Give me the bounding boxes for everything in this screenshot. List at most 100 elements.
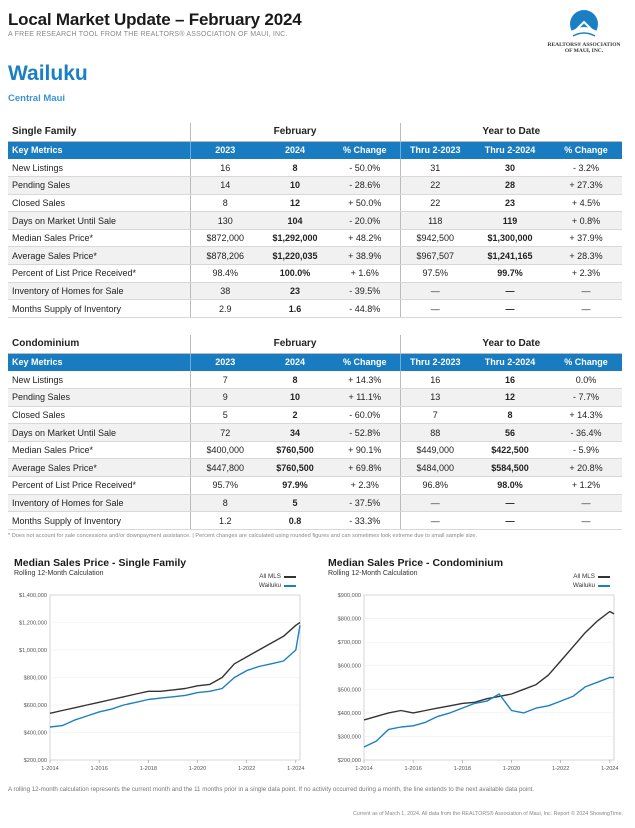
y-tick-label: $800,000 xyxy=(24,676,47,682)
chart-title: Median Sales Price - Condominium xyxy=(328,557,504,569)
metric-label: Closed Sales xyxy=(8,406,190,425)
table-cell: $967,507 xyxy=(399,246,470,266)
table-row: Percent of List Price Received* 98.4% 100.… xyxy=(8,264,622,283)
metric-label: Pending Sales xyxy=(8,388,190,407)
table-cell: 8 xyxy=(189,194,260,213)
column-header: % Change xyxy=(330,353,400,371)
x-tick-label: 1-2022 xyxy=(552,766,569,772)
table-row: Median Sales Price* $400,000 $760,500 + 90.… xyxy=(8,441,622,460)
table-cell: - 3.2% xyxy=(550,159,622,178)
y-tick-label: $200,000 xyxy=(338,758,361,764)
table-cell: — xyxy=(399,494,470,513)
table-cell: 98.0% xyxy=(470,476,550,495)
table-cell: + 48.2% xyxy=(330,229,400,248)
chart-subtitle: Rolling 12-Month Calculation xyxy=(14,570,104,577)
table-cell: $449,000 xyxy=(399,441,470,460)
column-header: Thru 2-2024 xyxy=(470,141,550,159)
table-cell: 97.5% xyxy=(399,264,470,283)
condominium-table: Condominium February Year to Date Key Me… xyxy=(8,335,622,530)
table-cell: $1,292,000 xyxy=(260,229,330,248)
x-tick-label: 1-2020 xyxy=(189,766,206,772)
chart-title: Median Sales Price - Single Family xyxy=(14,557,187,569)
table-cell: $760,500 xyxy=(260,458,330,478)
table-cell: 16 xyxy=(470,371,550,390)
table-cell: 130 xyxy=(189,211,260,230)
table-cell: $422,500 xyxy=(470,441,550,460)
column-header: % Change xyxy=(330,141,400,159)
table-cell: 0.0% xyxy=(550,371,622,390)
column-header: 2024 xyxy=(260,353,330,371)
x-tick-label: 1-2014 xyxy=(355,766,372,772)
table-cell: + 0.8% xyxy=(550,211,622,230)
table-cell: + 2.3% xyxy=(330,476,400,495)
table-row: New Listings 16 8- 50.0% 31 30- 3.2% xyxy=(8,159,622,178)
table-cell: 118 xyxy=(399,211,470,230)
y-tick-label: $900,000 xyxy=(338,593,361,599)
page-subtitle: A FREE RESEARCH TOOL FROM THE REALTORS® … xyxy=(8,31,288,38)
y-tick-label: $500,000 xyxy=(338,687,361,693)
table-cell: - 5.9% xyxy=(550,441,622,460)
column-header: 2024 xyxy=(260,141,330,159)
table-cell: 23 xyxy=(470,194,550,213)
column-header: Key Metrics xyxy=(8,141,190,159)
table-cell: 119 xyxy=(470,211,550,230)
table-cell: 2.9 xyxy=(189,299,260,318)
x-tick-label: 1-2016 xyxy=(404,766,421,772)
metric-label: Months Supply of Inventory xyxy=(8,299,190,318)
table-row: Average Sales Price* $447,800 $760,500 + 69… xyxy=(8,458,622,478)
x-tick-label: 1-2016 xyxy=(90,766,107,772)
metric-label: Percent of List Price Received* xyxy=(8,476,190,495)
table-cell: — xyxy=(399,511,470,530)
table-cell: 1.6 xyxy=(260,299,330,318)
column-header: Thru 2-2023 xyxy=(399,353,470,371)
series-line-wailuku xyxy=(363,676,614,748)
metric-label: Median Sales Price* xyxy=(8,441,190,460)
table-cell: - 44.8% xyxy=(330,299,400,318)
legend-item: Wailuku xyxy=(573,581,610,590)
x-tick-label: 1-2024 xyxy=(287,766,304,772)
y-tick-label: $800,000 xyxy=(338,617,361,623)
table-row: Inventory of Homes for Sale 8 5- 37.5% — — — xyxy=(8,494,622,513)
table-row: Average Sales Price* $878,206 $1,220,035 + … xyxy=(8,246,622,266)
table-row: Inventory of Homes for Sale 38 23- 39.5% — —… xyxy=(8,282,622,301)
table-cell: - 20.0% xyxy=(330,211,400,230)
table-cell: 23 xyxy=(260,282,330,301)
table-cell: $584,500 xyxy=(470,458,550,478)
chart-plot: $1,400,000 $1,200,000 $1,000,000 $800,000 $6… xyxy=(19,593,305,772)
table-cell: 8 xyxy=(260,159,330,178)
page-title: Local Market Update – February 2024 xyxy=(8,10,302,29)
table-cell: $400,000 xyxy=(189,441,260,460)
region-name: Central Maui xyxy=(8,93,66,104)
table-cell: - 37.5% xyxy=(330,494,400,513)
y-tick-label: $400,000 xyxy=(338,711,361,717)
chart-legend: All MLS Wailuku xyxy=(573,572,610,590)
table-cell: 5 xyxy=(260,494,330,513)
metric-label: Percent of List Price Received* xyxy=(8,264,190,283)
table-cell: + 11.1% xyxy=(330,388,400,407)
table-cell: 12 xyxy=(470,388,550,407)
table-row: Pending Sales 9 10 + 11.1% 13 12- 7.7% xyxy=(8,388,622,407)
table-cell: + 38.9% xyxy=(330,246,400,266)
table-cell: + 14.3% xyxy=(330,371,400,390)
table-cell: $1,220,035 xyxy=(260,246,330,266)
table-cell: $878,206 xyxy=(189,246,260,266)
table-cell: + 90.1% xyxy=(330,441,400,460)
table-cell: 10 xyxy=(260,176,330,195)
y-tick-label: $700,000 xyxy=(338,640,361,646)
table-cell: 0.8 xyxy=(260,511,330,530)
y-tick-label: $1,000,000 xyxy=(19,648,47,654)
series-line-all-mls xyxy=(49,621,301,714)
x-tick-label: 1-2014 xyxy=(41,766,58,772)
metric-label: Closed Sales xyxy=(8,194,190,213)
metric-label: New Listings xyxy=(8,159,190,178)
table-row: Median Sales Price* $872,000 $1,292,000 + 4… xyxy=(8,229,622,248)
legend-item: Wailuku xyxy=(259,581,296,590)
metric-label: Average Sales Price* xyxy=(8,458,190,478)
series-line-wailuku xyxy=(49,625,301,728)
table-cell: — xyxy=(470,494,550,513)
metric-label: Months Supply of Inventory xyxy=(8,511,190,530)
x-tick-label: 1-2020 xyxy=(503,766,520,772)
table-cell: 7 xyxy=(189,371,260,390)
table-cell: - 28.6% xyxy=(330,176,400,195)
y-tick-label: $600,000 xyxy=(338,664,361,670)
